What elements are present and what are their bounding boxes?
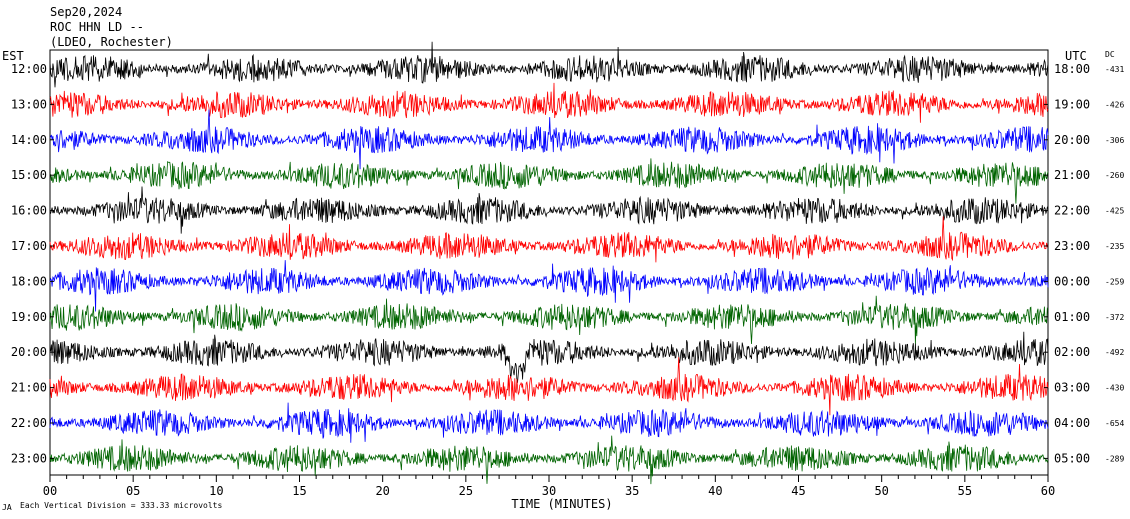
utc-label: 04:00: [1054, 416, 1090, 430]
dc-value: -431: [1105, 65, 1124, 74]
est-label: 23:00: [11, 451, 47, 465]
dc-value: -425: [1105, 207, 1124, 216]
x-tick-label: 50: [874, 484, 888, 498]
trace-1300: [49, 82, 1049, 123]
utc-label: 03:00: [1054, 381, 1090, 395]
trace-2100: [49, 357, 1049, 416]
dc-value: -430: [1105, 384, 1124, 393]
x-tick-label: 25: [459, 484, 473, 498]
header-date: Sep20,2024: [50, 5, 122, 19]
dc-label: DC: [1105, 50, 1115, 59]
x-tick-label: 45: [791, 484, 805, 498]
trace-1600: [49, 186, 1049, 234]
trace-2300: [49, 435, 1049, 485]
trace-1900: [49, 295, 1049, 345]
x-tick-label: 10: [209, 484, 223, 498]
utc-label: 01:00: [1054, 310, 1090, 324]
trace-1700: [49, 216, 1049, 263]
est-label: 14:00: [11, 133, 47, 147]
x-tick-label: 15: [292, 484, 306, 498]
utc-label: 22:00: [1054, 204, 1090, 218]
est-label: 13:00: [11, 97, 47, 111]
utc-label: 05:00: [1054, 451, 1090, 465]
trace-group: [49, 41, 1049, 485]
dc-value: -654: [1105, 419, 1124, 428]
utc-label: 00:00: [1054, 274, 1090, 288]
dc-value: -306: [1105, 136, 1124, 145]
x-axis-title: TIME (MINUTES): [511, 497, 612, 511]
x-tick-label: 05: [126, 484, 140, 498]
dc-value: -492: [1105, 348, 1124, 357]
scale-note: Each Vertical Division = 333.33 microvol…: [20, 501, 222, 510]
x-tick-label: 40: [708, 484, 722, 498]
trace-1200: [49, 41, 1049, 88]
header-network: (LDEO, Rochester): [50, 35, 173, 49]
x-tick-label: 20: [375, 484, 389, 498]
est-label: 21:00: [11, 381, 47, 395]
trace-1400: [49, 109, 1049, 170]
est-label: 18:00: [11, 274, 47, 288]
utc-label: 19:00: [1054, 97, 1090, 111]
x-tick-label: 00: [43, 484, 57, 498]
right-axis-label: UTC: [1065, 49, 1087, 63]
trace-2000: [49, 331, 1049, 384]
utc-label: 18:00: [1054, 62, 1090, 76]
footer-logo: JA: [2, 503, 12, 512]
header-station: ROC HHN LD --: [50, 20, 144, 34]
x-tick-label: 55: [958, 484, 972, 498]
x-axis: 00 05 10 15 20 25 30 35 40 45 50 55 60: [43, 475, 1055, 498]
dc-value: -426: [1105, 100, 1124, 109]
dc-value: -372: [1105, 313, 1124, 322]
left-axis-label: EST: [2, 49, 24, 63]
row-labels: 12:00 18:00 -431 13:00 19:00 -426 14:00 20:00 -3…: [11, 62, 1125, 465]
dc-value: -259: [1105, 277, 1124, 286]
utc-label: 23:00: [1054, 239, 1090, 253]
est-label: 17:00: [11, 239, 47, 253]
est-label: 12:00: [11, 62, 47, 76]
est-label: 15:00: [11, 168, 47, 182]
est-label: 19:00: [11, 310, 47, 324]
x-tick-label: 30: [542, 484, 556, 498]
x-tick-label: 35: [625, 484, 639, 498]
est-label: 16:00: [11, 204, 47, 218]
dc-value: -260: [1105, 171, 1124, 180]
trace-1500: [49, 158, 1049, 204]
est-label: 22:00: [11, 416, 47, 430]
trace-2200: [49, 402, 1049, 443]
utc-label: 20:00: [1054, 133, 1090, 147]
trace-1800: [49, 260, 1049, 312]
dc-value: -235: [1105, 242, 1124, 251]
x-tick-label: 60: [1041, 484, 1055, 498]
utc-label: 02:00: [1054, 345, 1090, 359]
est-label: 20:00: [11, 345, 47, 359]
utc-label: 21:00: [1054, 168, 1090, 182]
dc-value: -289: [1105, 454, 1124, 463]
